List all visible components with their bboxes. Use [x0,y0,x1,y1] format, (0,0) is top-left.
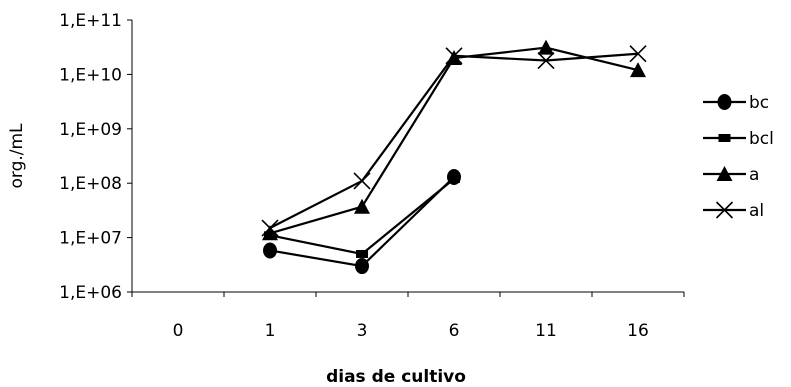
x-marker-stroke [537,51,555,70]
x-marker-stroke [261,219,279,237]
data-point-bcl [448,174,460,183]
legend-item-al: al [703,201,764,221]
data-point-a [262,225,278,241]
legend-marker [716,166,733,181]
y-tick-label: 1,E+07 [59,229,122,249]
series-line-a [269,46,639,235]
data-point-bc [355,258,369,275]
legend-marker [715,201,734,219]
series-a [262,39,646,241]
y-tick-label: 1,E+08 [59,174,122,194]
legend: bc bcl a al [703,93,774,221]
series-bc [263,169,461,275]
legend-item-a: a [703,165,759,185]
x-marker-stroke [629,45,647,63]
series-layer [261,39,647,275]
series-line-al [269,52,639,229]
legend-label: bc [749,93,769,113]
x-tick-label: 3 [357,321,368,341]
legend-item-bc: bc [703,93,769,113]
x-axis-title: dias de cultivo [326,367,466,387]
x-tick-label: 1 [265,321,276,341]
legend-label: al [749,201,764,221]
data-point-a [538,39,554,55]
legend-item-bcl: bcl [703,129,774,149]
x-tick-label: 16 [627,321,649,341]
data-point-al [537,51,555,70]
x-marker-stroke [715,201,734,219]
data-point-a [630,62,646,78]
legend-marker [718,134,731,142]
x-ticks: 0 1 3 6 11 16 [131,292,685,341]
x-marker-stroke [353,172,371,190]
data-point-a [354,198,370,214]
y-tick-label: 1,E+11 [59,11,122,31]
x-tick-label: 11 [535,321,557,341]
data-point-bc [263,242,277,259]
x-tick-label: 0 [173,321,184,341]
data-point-al [629,45,647,63]
y-ticks: 1,E+06 1,E+07 1,E+08 1,E+09 1,E+10 1,E+11 [59,11,132,303]
data-point-al [261,219,279,237]
legend-marker [717,94,732,110]
y-axis-title: org./mL [7,123,27,189]
legend-label: a [749,165,759,185]
y-tick-label: 1,E+06 [59,283,122,303]
legend-label: bcl [749,129,774,149]
data-point-bcl [356,249,368,258]
series-line-bcl [269,178,455,256]
y-tick-label: 1,E+09 [59,120,122,140]
data-point-al [445,47,463,65]
x-tick-label: 6 [449,321,460,341]
y-tick-label: 1,E+10 [59,65,122,85]
data-point-al [353,172,371,190]
x-marker-stroke [445,47,463,65]
series-al [261,45,647,237]
